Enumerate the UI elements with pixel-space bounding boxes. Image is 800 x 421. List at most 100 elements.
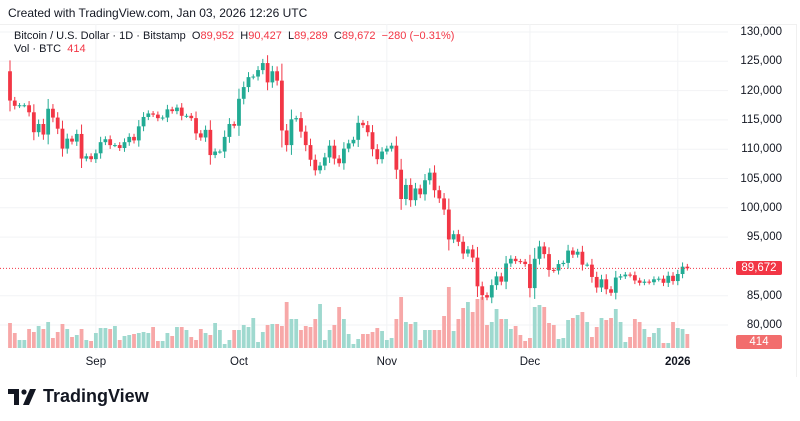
candle-body: [423, 180, 427, 195]
time-tick-label: Dec: [519, 356, 541, 368]
candle-body: [604, 279, 609, 290]
volume-bar: [380, 331, 384, 348]
candle-body: [265, 63, 270, 83]
volume-bar: [508, 329, 513, 348]
candle-body: [237, 98, 241, 126]
candle-body: [170, 109, 175, 112]
tradingview-logo[interactable]: TradingView: [8, 386, 149, 407]
candle-body: [55, 117, 60, 129]
candle-body: [213, 151, 218, 156]
volume-bar: [485, 325, 489, 348]
volume-bar: [652, 333, 656, 348]
volume-tag: 414: [736, 335, 782, 349]
candle-body: [446, 209, 451, 240]
volume-bar: [241, 325, 246, 348]
candle-body: [84, 156, 89, 159]
volume-bar: [413, 322, 418, 348]
candle-body: [284, 130, 289, 146]
volume-bar: [46, 322, 51, 348]
volume-bar: [475, 299, 480, 348]
volume-bar: [318, 304, 322, 348]
volume-bar: [442, 316, 446, 348]
candle-body: [623, 274, 628, 277]
volume-bar: [175, 327, 179, 348]
candle-body: [618, 276, 623, 278]
candle-body: [528, 264, 532, 289]
volume-bar: [351, 344, 356, 348]
volume-bar: [389, 338, 394, 348]
symbol-title[interactable]: Bitcoin / U.S. Dollar · 1D · Bitstamp: [14, 30, 186, 42]
candle-body: [351, 139, 356, 144]
volume-bar: [518, 335, 523, 348]
volume-bar: [103, 328, 108, 348]
volume-bar: [22, 340, 27, 348]
candle-body: [198, 133, 203, 138]
candle-body: [556, 264, 561, 271]
price-tick-label: 120,000: [740, 84, 782, 97]
volume-bar: [127, 335, 132, 348]
volume-bar: [213, 323, 218, 348]
candle-body: [356, 122, 361, 140]
volume-bar: [208, 335, 213, 348]
candle-body: [294, 118, 299, 120]
candle-body: [222, 136, 227, 152]
volume-bar: [575, 315, 580, 348]
candle-body: [27, 105, 31, 113]
candle-body: [570, 250, 575, 255]
candle-body: [609, 289, 613, 293]
volume-bar: [547, 323, 551, 348]
close-value: 89,672: [341, 30, 376, 42]
volume-bar: [270, 324, 275, 348]
low-value: 89,289: [294, 30, 328, 42]
candle-body: [671, 275, 675, 282]
volume-bar: [432, 330, 437, 348]
candle-body: [456, 234, 461, 242]
volume-bar: [623, 342, 628, 348]
candle-body: [647, 281, 652, 283]
volume-label: Vol · BTC: [14, 43, 62, 55]
volume-bar: [17, 340, 22, 348]
volume-bar: [337, 307, 342, 348]
candle-body: [594, 276, 599, 288]
candle-body: [685, 266, 690, 269]
candle-body: [680, 266, 685, 275]
volume-bar: [466, 302, 470, 348]
candle-body: [275, 71, 280, 81]
candle-body: [551, 269, 556, 271]
volume-bar: [256, 342, 260, 348]
volume-bar: [423, 330, 427, 348]
time-tick-label: Nov: [376, 356, 398, 368]
volume-bar: [647, 337, 652, 348]
price-tick-label: 125,000: [740, 55, 782, 68]
volume-bar: [117, 340, 122, 348]
candle-body: [408, 184, 413, 201]
candle-body: [342, 148, 346, 164]
candle-body: [346, 143, 351, 149]
candle-body: [241, 87, 246, 99]
legend-ohlc-row: Bitcoin / U.S. Dollar · 1D · Bitstamp O8…: [14, 30, 454, 43]
volume-bar: [194, 340, 198, 348]
volume-bar: [375, 328, 380, 348]
candle-body: [136, 126, 141, 141]
volume-bar: [408, 324, 413, 348]
candle-body: [246, 77, 251, 88]
volume-bar: [451, 331, 456, 348]
candle-body: [413, 188, 418, 201]
volume-bar: [289, 319, 294, 348]
volume-bar: [399, 297, 404, 348]
candle-body: [480, 286, 485, 296]
volume-bar: [332, 325, 337, 348]
volume-bar: [580, 312, 585, 348]
volume-bar: [427, 330, 432, 348]
volume-bar: [680, 329, 685, 348]
candle-body: [599, 279, 604, 288]
candle-body: [189, 115, 194, 119]
time-tick-label: 2026: [665, 356, 691, 368]
volume-bar: [155, 341, 160, 348]
volume-bar: [494, 309, 499, 348]
candle-body: [232, 124, 237, 126]
volume-bar: [346, 334, 351, 348]
candle-body: [337, 158, 342, 164]
created-with-caption: Created with TradingView.com, Jan 03, 20…: [8, 6, 308, 20]
